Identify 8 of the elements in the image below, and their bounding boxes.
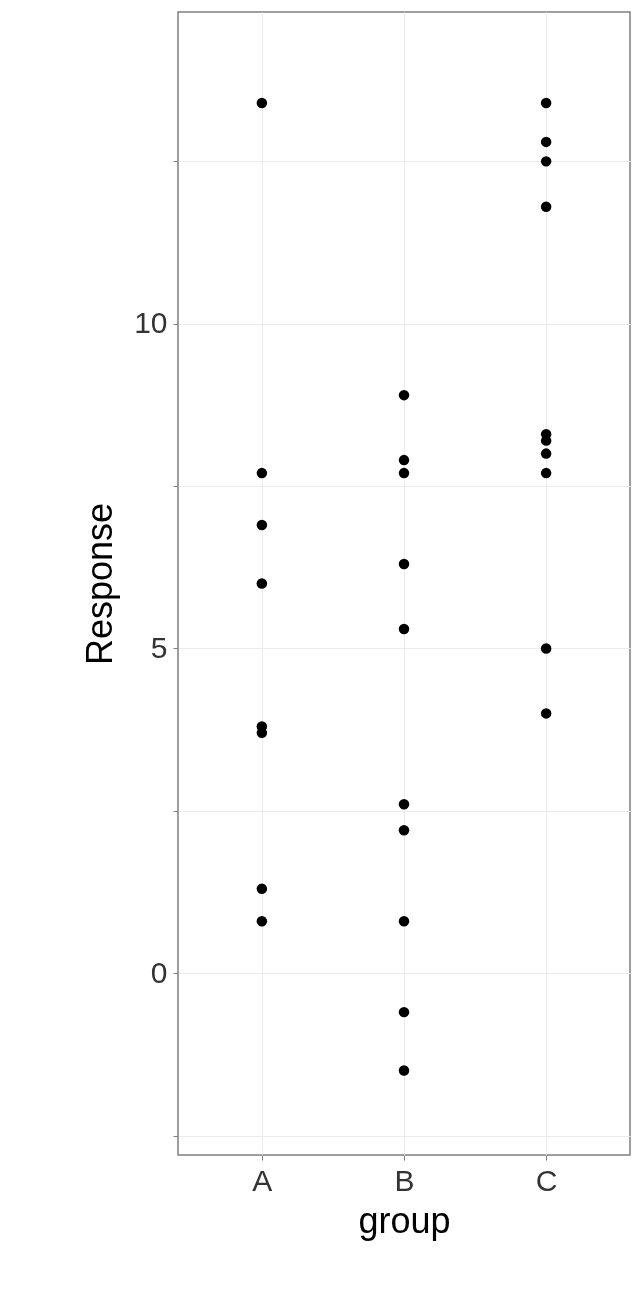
x-axis-title: group (358, 1199, 451, 1241)
y-tick-label: 0 (150, 955, 168, 989)
y-tick-label: 10 (134, 306, 168, 340)
x-tick-label: A (252, 1163, 273, 1197)
y-axis-title: Response (79, 502, 121, 666)
x-tick-label: B (394, 1163, 415, 1197)
y-tick-label: 5 (150, 630, 168, 664)
x-tick-label: C (535, 1163, 558, 1197)
